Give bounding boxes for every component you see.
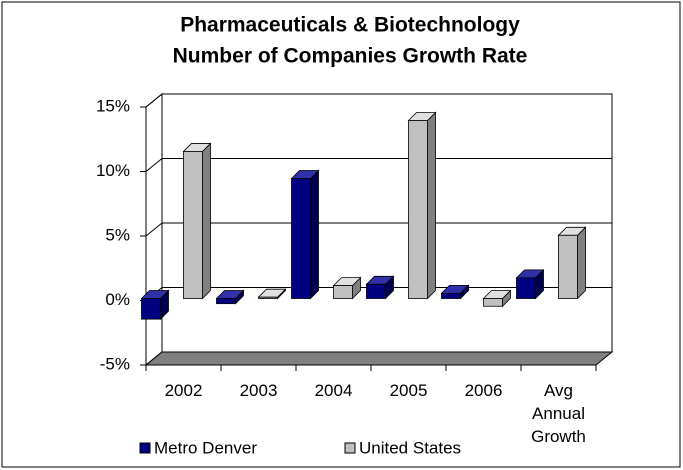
x-tick-label: Avg Annual Growth	[531, 381, 586, 446]
bar-side	[577, 226, 586, 300]
bar-front	[258, 296, 278, 299]
bar	[182, 142, 212, 300]
bar-front	[291, 178, 311, 299]
bar-front	[366, 283, 386, 299]
x-tick-label: 2004	[314, 381, 353, 400]
x-tick-label: 2005	[389, 381, 428, 400]
bar-front	[516, 277, 536, 299]
legend-swatch	[344, 442, 356, 454]
legend-swatch	[139, 442, 151, 454]
bar-side	[427, 111, 436, 300]
y-tick-label: 10%	[96, 161, 130, 180]
grid-line	[145, 158, 163, 172]
y-tick-label: 0%	[105, 290, 130, 309]
bar	[407, 111, 437, 300]
bar-front	[141, 298, 161, 320]
bar-front	[333, 285, 353, 299]
legend-label: Metro Denver	[154, 438, 257, 457]
bar	[215, 289, 245, 305]
bar	[440, 284, 470, 300]
bar	[365, 275, 395, 300]
grid-line	[145, 222, 163, 237]
y-tick-label: -5%	[100, 354, 130, 373]
chart-title: Pharmaceuticals & Biotechnology	[180, 14, 520, 37]
bar	[290, 169, 320, 300]
chart-title: Number of Companies Growth Rate	[173, 45, 528, 68]
floor	[144, 351, 614, 366]
bar	[515, 268, 545, 300]
x-tick-label: 2003	[239, 381, 278, 400]
x-tick-label: 2002	[164, 381, 203, 400]
x-tick-label: 2006	[464, 381, 503, 400]
bar-front	[483, 298, 503, 307]
y-tick-label: 15%	[96, 96, 130, 115]
bar	[482, 289, 512, 308]
bar	[140, 289, 170, 321]
legend-label: United States	[359, 438, 461, 457]
bar-front	[183, 151, 203, 299]
bar	[557, 226, 587, 300]
bar-side	[202, 142, 211, 300]
bar	[332, 276, 362, 300]
bar-front	[408, 120, 428, 299]
bar-front	[441, 292, 461, 299]
grid-line	[145, 93, 163, 108]
bar	[257, 288, 287, 300]
bar-side	[310, 169, 319, 300]
bar-front	[558, 234, 578, 299]
y-tick-label: 5%	[105, 225, 130, 244]
bar-front	[216, 298, 236, 305]
